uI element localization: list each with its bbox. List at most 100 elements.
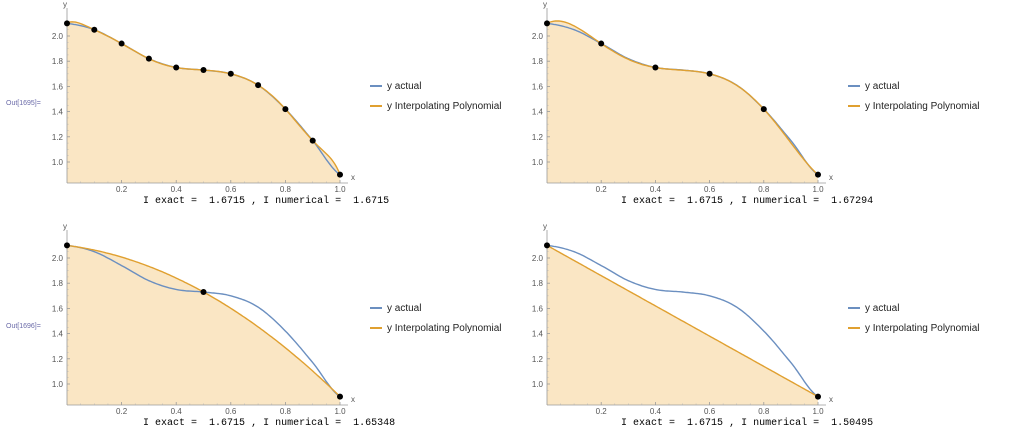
data-point [652, 64, 659, 71]
data-point [227, 70, 234, 77]
x-tick-label: 0.2 [116, 185, 128, 194]
y-tick-label: 1.0 [532, 380, 544, 389]
x-tick-label: 0.6 [704, 185, 716, 194]
y-tick-label: 1.8 [52, 279, 64, 288]
y-tick-label: 1.4 [52, 330, 64, 339]
data-point [598, 40, 605, 47]
series-line-actual [546, 244, 819, 398]
filled-area [547, 20, 818, 184]
y-tick-label: 1.0 [52, 158, 64, 167]
legend-swatch-interp [370, 105, 382, 107]
plot-area-1: 0.2 0.4 0.6 0.8 1.0 1.0 1.2 1.4 1.6 1.8 2.0 x y [52, 0, 355, 194]
x-tick-label: 0.4 [650, 407, 662, 416]
y-tick-label: 1.2 [52, 133, 64, 142]
legend-item-actual: y actual [370, 298, 502, 318]
plot-area-2: 0.2 0.4 0.6 0.8 1.0 1.0 1.2 1.4 1.6 1.8 2.0 x y [532, 0, 833, 194]
numerical-label: , I numerical = [729, 196, 826, 207]
filled-area [67, 21, 340, 183]
data-point [815, 171, 821, 178]
data-point [544, 20, 550, 27]
y-tick-label: 2.0 [52, 254, 64, 263]
y-axis-label: y [63, 0, 67, 9]
data-point [145, 55, 152, 62]
x-tick-label: 0.6 [704, 407, 716, 416]
exact-label: I exact = [143, 196, 204, 207]
legend-item-interp: y Interpolating Polynomial [848, 318, 980, 338]
filled-area [67, 245, 340, 405]
chart-panel-2: 0.2 0.4 0.6 0.8 1.0 1.0 1.2 1.4 1.6 1.8 2.0 x y y ac… [530, 0, 1024, 222]
y-tick-label: 2.0 [52, 32, 64, 41]
y-tick-label: 1.2 [532, 133, 544, 142]
y-tick-label: 1.4 [532, 330, 544, 339]
data-point [282, 106, 289, 113]
data-point [91, 26, 98, 33]
data-point [64, 20, 70, 27]
numerical-label: , I numerical = [251, 196, 348, 207]
numerical-label: , I numerical = [729, 418, 826, 429]
exact-value: 1.6715 [209, 418, 246, 429]
y-tick-label: 1.4 [52, 108, 64, 117]
legend-label-interp: y Interpolating Polynomial [387, 100, 502, 112]
chart-panel-1: 0.2 0.4 0.6 0.8 1.0 1.0 1.2 1.4 1.6 1.8 2.0 x y y ac… [0, 0, 530, 222]
data-point [64, 242, 70, 249]
y-tick-label: 1.8 [532, 57, 544, 66]
x-axis-label: x [351, 173, 355, 182]
data-point [173, 64, 180, 71]
legend-swatch-interp [848, 105, 860, 107]
legend-label-interp: y Interpolating Polynomial [865, 100, 980, 112]
legend-swatch-interp [370, 327, 382, 329]
exact-value: 1.6715 [687, 196, 724, 207]
plot-area-3: 0.2 0.4 0.6 0.8 1.0 1.0 1.2 1.4 1.6 1.8 2.0 x y [52, 222, 355, 416]
x-axis-label: x [829, 395, 833, 404]
exact-value: 1.6715 [209, 196, 246, 207]
filled-area [547, 245, 818, 405]
numerical-value: 1.6715 [353, 196, 390, 207]
legend-label-interp: y Interpolating Polynomial [387, 322, 502, 334]
legend-label-interp: y Interpolating Polynomial [865, 322, 980, 334]
legend-1: y actual y Interpolating Polynomial [370, 76, 502, 116]
exact-label: I exact = [621, 418, 682, 429]
x-tick-label: 1.0 [812, 185, 824, 194]
integral-caption-4: I exact = 1.6715 , I numerical = 1.50495 [621, 418, 873, 429]
integral-caption-2: I exact = 1.6715 , I numerical = 1.67294 [621, 196, 873, 207]
y-tick-label: 1.0 [52, 380, 64, 389]
series-line-interpolating [546, 244, 819, 398]
x-tick-label: 0.4 [171, 407, 183, 416]
data-point [815, 393, 821, 400]
y-axis-label: y [543, 0, 547, 9]
legend-item-actual: y actual [848, 76, 980, 96]
y-tick-label: 1.8 [52, 57, 64, 66]
numerical-value: 1.50495 [831, 418, 874, 429]
chart-panel-3: 0.2 0.4 0.6 0.8 1.0 1.0 1.2 1.4 1.6 1.8 2.0 x y y ac… [0, 222, 530, 447]
y-tick-label: 1.6 [532, 82, 544, 91]
x-tick-label: 0.8 [758, 407, 770, 416]
x-tick-label: 1.0 [812, 407, 824, 416]
y-tick-label: 1.4 [532, 108, 544, 117]
x-tick-label: 0.8 [758, 185, 770, 194]
exact-label: I exact = [621, 196, 682, 207]
legend-item-interp: y Interpolating Polynomial [370, 96, 502, 116]
y-tick-label: 2.0 [532, 32, 544, 41]
numerical-label: , I numerical = [251, 418, 348, 429]
y-axis-label: y [543, 222, 547, 231]
legend-label-actual: y actual [387, 80, 422, 92]
x-tick-label: 0.8 [280, 185, 292, 194]
legend-item-interp: y Interpolating Polynomial [370, 318, 502, 338]
legend-swatch-actual [848, 307, 860, 309]
legend-4: y actual y Interpolating Polynomial [848, 298, 980, 338]
plot-area-4: 0.2 0.4 0.6 0.8 1.0 1.0 1.2 1.4 1.6 1.8 2.0 x y [532, 222, 833, 416]
legend-label-actual: y actual [865, 302, 900, 314]
output-label-2: Out[1696]= [6, 323, 41, 330]
y-tick-label: 1.8 [532, 279, 544, 288]
data-point [760, 106, 767, 113]
data-point [309, 137, 316, 144]
x-tick-label: 0.2 [116, 407, 128, 416]
numerical-value: 1.67294 [831, 196, 874, 207]
legend-label-actual: y actual [865, 80, 900, 92]
x-axis-label: x [351, 395, 355, 404]
y-axis-label: y [63, 222, 67, 231]
legend-swatch-actual [370, 85, 382, 87]
chart-panel-4: 0.2 0.4 0.6 0.8 1.0 1.0 1.2 1.4 1.6 1.8 2.0 x y y ac… [530, 222, 1024, 447]
x-tick-label: 0.6 [225, 185, 237, 194]
data-point [544, 242, 550, 249]
